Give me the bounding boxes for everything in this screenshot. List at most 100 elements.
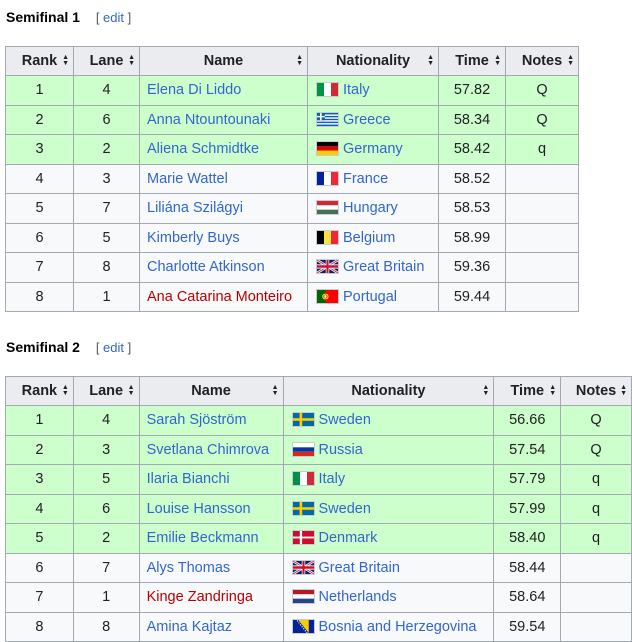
sort-icon[interactable]: ▲ ▼ bbox=[128, 54, 135, 67]
rank-cell: 5 bbox=[5, 193, 74, 224]
name-cell: Amina Kajtaz bbox=[138, 611, 284, 642]
netherlands-flag-icon[interactable] bbox=[291, 589, 315, 605]
column-header-rank[interactable]: Rank ▲ ▼ bbox=[5, 376, 74, 406]
lane-cell: 7 bbox=[72, 552, 140, 583]
country-link[interactable]: Great Britain bbox=[318, 559, 400, 576]
rank-cell: 1 bbox=[5, 75, 74, 106]
name-cell: Ana Catarina Monteiro bbox=[139, 281, 308, 312]
column-header-name[interactable]: Name ▲ ▼ bbox=[138, 376, 284, 406]
bosnia-and-herzegovina-flag-icon[interactable] bbox=[291, 618, 315, 634]
swimmer-link[interactable]: Marie Wattel bbox=[147, 170, 228, 187]
sort-icon[interactable]: ▲ ▼ bbox=[61, 384, 69, 397]
table-row: 1 4 Elena Di Liddo Italy 57.82 Q bbox=[5, 75, 579, 106]
country-link[interactable]: Bosnia and Herzegovina bbox=[318, 618, 477, 635]
section-title: Semifinal 2 bbox=[6, 339, 80, 355]
sort-icon[interactable]: ▲ ▼ bbox=[427, 54, 434, 67]
column-header-notes[interactable]: Notes ▲ ▼ bbox=[505, 46, 579, 76]
column-header-time[interactable]: Time ▲ ▼ bbox=[493, 376, 562, 406]
column-header-name[interactable]: Name ▲ ▼ bbox=[139, 46, 308, 76]
country-link[interactable]: Greece bbox=[343, 111, 391, 128]
swimmer-link[interactable]: Aliena Schmidtke bbox=[147, 141, 260, 158]
country-link[interactable]: Russia bbox=[318, 441, 363, 458]
nationality-cell: Denmark bbox=[282, 523, 495, 554]
russia-flag-icon[interactable] bbox=[291, 441, 315, 457]
great-britain-flag-icon[interactable] bbox=[316, 259, 339, 275]
great-britain-flag-icon[interactable] bbox=[291, 559, 315, 575]
swimmer-link[interactable]: Kinge Zandringa bbox=[146, 589, 254, 606]
country-link[interactable]: Portugal bbox=[343, 288, 398, 305]
time-cell: 58.42 bbox=[438, 134, 506, 165]
greece-flag-icon[interactable] bbox=[316, 111, 339, 127]
time-cell: 57.82 bbox=[438, 75, 506, 106]
nationality-cell: Sweden bbox=[282, 405, 495, 436]
column-header-notes[interactable]: Notes ▲ ▼ bbox=[560, 376, 632, 406]
swimmer-link[interactable]: Sarah Sjöström bbox=[146, 412, 247, 429]
swimmer-link[interactable]: Charlotte Atkinson bbox=[147, 259, 265, 276]
country-link[interactable]: Germany bbox=[343, 141, 403, 158]
denmark-flag-icon[interactable] bbox=[291, 530, 315, 546]
table-row: 8 8 Amina Kajtaz Bosnia and Herzegovina 59.5… bbox=[5, 611, 632, 642]
swimmer-link[interactable]: Elena Di Liddo bbox=[147, 82, 242, 99]
sort-icon[interactable]: ▲ ▼ bbox=[62, 54, 69, 67]
country-link[interactable]: Denmark bbox=[318, 530, 378, 547]
sort-icon[interactable]: ▲ ▼ bbox=[482, 384, 490, 397]
swimmer-link[interactable]: Liliána Szilágyi bbox=[147, 200, 243, 217]
country-link[interactable]: Italy bbox=[343, 82, 370, 99]
table-row: 6 5 Kimberly Buys Belgium 58.99 bbox=[5, 222, 579, 253]
sweden-flag-icon[interactable] bbox=[291, 412, 315, 428]
belgium-flag-icon[interactable] bbox=[316, 229, 339, 245]
swimmer-link[interactable]: Emilie Beckmann bbox=[146, 530, 259, 547]
time-cell: 58.64 bbox=[493, 582, 562, 613]
nationality-cell: Italy bbox=[282, 464, 495, 495]
sort-icon[interactable]: ▲ ▼ bbox=[494, 54, 501, 67]
germany-flag-icon[interactable] bbox=[316, 141, 339, 157]
country-link[interactable]: Belgium bbox=[343, 229, 396, 246]
italy-flag-icon[interactable] bbox=[291, 471, 315, 487]
country-link[interactable]: Italy bbox=[318, 471, 346, 488]
sort-icon[interactable]: ▲ ▼ bbox=[620, 384, 627, 397]
sort-icon[interactable]: ▲ ▼ bbox=[567, 54, 574, 67]
country-link[interactable]: France bbox=[343, 170, 389, 187]
hungary-flag-icon[interactable] bbox=[316, 200, 339, 216]
time-cell: 57.79 bbox=[493, 464, 562, 495]
edit-link[interactable]: edit bbox=[103, 10, 125, 25]
sort-icon[interactable]: ▲ ▼ bbox=[127, 384, 135, 397]
swimmer-link[interactable]: Alys Thomas bbox=[146, 559, 231, 576]
name-cell: Anna Ntountounaki bbox=[139, 104, 308, 135]
notes-cell bbox=[505, 222, 579, 253]
country-link[interactable]: Sweden bbox=[318, 500, 371, 517]
portugal-flag-icon[interactable] bbox=[316, 288, 339, 304]
swimmer-link[interactable]: Louise Hansson bbox=[146, 500, 251, 517]
column-header-lane[interactable]: Lane ▲ ▼ bbox=[73, 46, 140, 76]
swimmer-link[interactable]: Ilaria Bianchi bbox=[146, 471, 230, 488]
column-header-rank[interactable]: Rank ▲ ▼ bbox=[5, 46, 74, 76]
france-flag-icon[interactable] bbox=[316, 170, 339, 186]
name-cell: Aliena Schmidtke bbox=[139, 134, 308, 165]
column-header-time[interactable]: Time ▲ ▼ bbox=[438, 46, 506, 76]
lane-cell: 8 bbox=[72, 611, 140, 642]
edit-link[interactable]: edit bbox=[103, 340, 125, 355]
sort-icon[interactable]: ▲ ▼ bbox=[549, 384, 557, 397]
italy-flag-icon[interactable] bbox=[316, 82, 339, 98]
swimmer-link[interactable]: Kimberly Buys bbox=[147, 229, 240, 246]
country-link[interactable]: Netherlands bbox=[318, 589, 397, 606]
semifinal-1-table: Rank ▲ ▼ Lane ▲ ▼ Name ▲ ▼ Nationality ▲ ▼ Time ▲… bbox=[5, 46, 579, 312]
swimmer-link[interactable]: Svetlana Chimrova bbox=[146, 441, 270, 458]
lane-cell: 6 bbox=[73, 104, 140, 135]
nationality-cell: Great Britain bbox=[307, 252, 439, 283]
notes-cell: q bbox=[560, 523, 632, 554]
sort-icon[interactable]: ▲ ▼ bbox=[296, 54, 303, 67]
column-header-lane[interactable]: Lane ▲ ▼ bbox=[72, 376, 140, 406]
sweden-flag-icon[interactable] bbox=[291, 500, 315, 516]
swimmer-link[interactable]: Anna Ntountounaki bbox=[147, 111, 271, 128]
swimmer-link[interactable]: Ana Catarina Monteiro bbox=[147, 288, 293, 305]
sort-icon[interactable]: ▲ ▼ bbox=[271, 384, 279, 397]
country-link[interactable]: Hungary bbox=[343, 200, 398, 217]
nationality-cell: Netherlands bbox=[282, 582, 495, 613]
column-header-nationality[interactable]: Nationality ▲ ▼ bbox=[307, 46, 439, 76]
swimmer-link[interactable]: Amina Kajtaz bbox=[146, 618, 233, 635]
country-link[interactable]: Great Britain bbox=[343, 259, 425, 276]
column-header-nationality[interactable]: Nationality ▲ ▼ bbox=[282, 376, 495, 406]
country-link[interactable]: Sweden bbox=[318, 412, 371, 429]
rank-cell: 2 bbox=[5, 104, 74, 135]
